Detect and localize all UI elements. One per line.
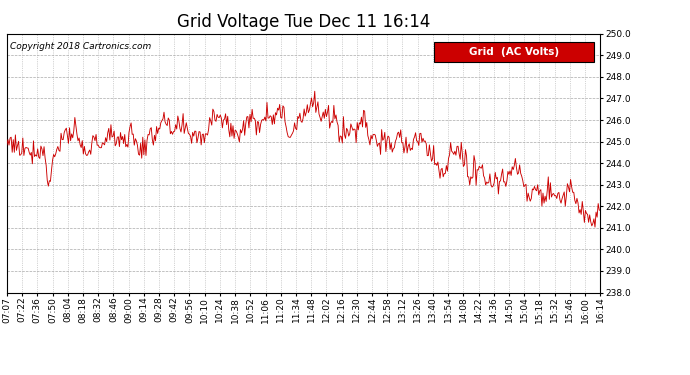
Text: Copyright 2018 Cartronics.com: Copyright 2018 Cartronics.com — [10, 42, 151, 51]
Title: Grid Voltage Tue Dec 11 16:14: Grid Voltage Tue Dec 11 16:14 — [177, 13, 431, 31]
Bar — [434, 42, 594, 62]
Text: Grid  (AC Volts): Grid (AC Volts) — [469, 47, 560, 57]
